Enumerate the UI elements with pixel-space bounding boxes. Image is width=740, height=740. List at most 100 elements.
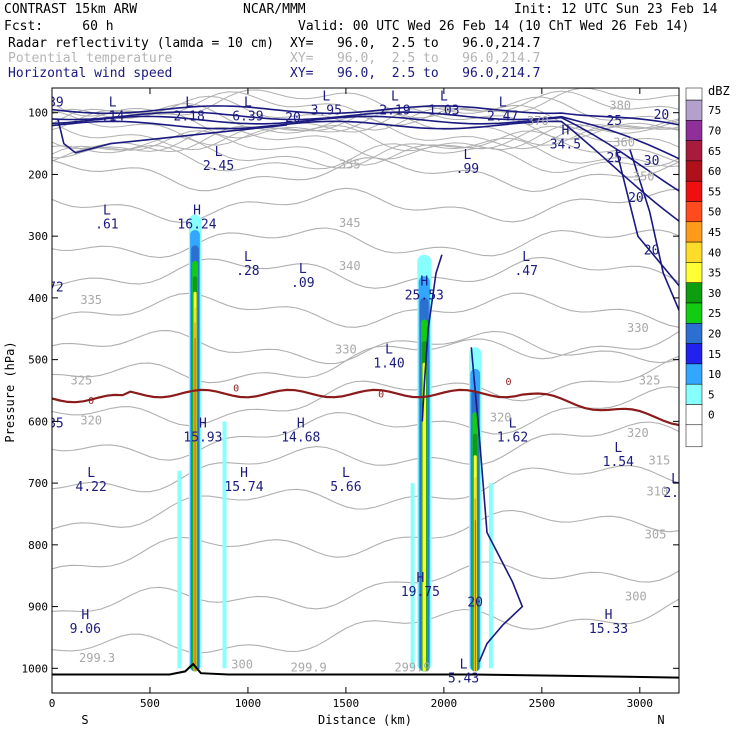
plot-area: L.14L2.18L6.39L3.95L2.19L1.03L2.47H34.5L… <box>48 88 679 693</box>
extremum-marker: L <box>614 441 622 456</box>
y-tick-label: 700 <box>28 477 48 490</box>
theta-contour-line <box>52 116 679 151</box>
colorbar-swatch <box>685 343 703 365</box>
extremum-marker: L <box>87 466 95 481</box>
zero-isotherm-label: 0 <box>233 383 239 394</box>
extremum-value: .28 <box>236 264 259 279</box>
wind-contour-label: 20 <box>644 244 660 259</box>
wind-contour-label: 20 <box>628 191 644 206</box>
extremum-value: 16.24 <box>177 218 216 233</box>
extremum-value: .14 <box>101 110 125 125</box>
extremum-value: 5.66 <box>330 480 361 495</box>
contour-labels: L.14L2.18L6.39L3.95L2.19L1.03L2.47H34.5L… <box>48 89 679 686</box>
extremum-value: 1.03 <box>428 103 459 118</box>
theta-contour-label: 350 <box>633 170 655 184</box>
extremum-value: 15.93 <box>183 431 222 446</box>
colorbar-label: 5 <box>708 388 715 401</box>
extremum-marker: L <box>342 466 350 481</box>
reflectivity-fringe <box>222 421 227 669</box>
extremum-value: 25.53 <box>405 289 444 304</box>
extremum-marker: L <box>522 250 530 265</box>
edge-label: 39 <box>48 96 64 111</box>
wind-contour-label: 25 <box>606 114 622 129</box>
wind-speed-contours <box>52 105 679 663</box>
reflectivity-columns <box>177 214 493 672</box>
end-label: N <box>657 713 664 727</box>
extremum-marker: L <box>463 148 471 163</box>
extremum-value: 14.68 <box>281 431 320 446</box>
extremum-value: 2.19 <box>379 103 410 118</box>
colorbar-swatch <box>685 363 703 385</box>
colorbar-label: 10 <box>708 368 721 381</box>
theta-contour-line <box>52 330 679 365</box>
colorbar-swatch <box>685 221 703 243</box>
theta-contour-label: 310 <box>647 484 669 498</box>
theta-contour-label: 340 <box>339 259 361 273</box>
colorbar-swatch <box>685 262 703 283</box>
y-tick-label: 500 <box>28 354 48 367</box>
x-tick-label: 1000 <box>235 697 262 710</box>
colorbar-label: 20 <box>708 327 721 340</box>
extremum-marker: L <box>460 657 468 672</box>
wind-contour-line <box>57 118 288 154</box>
colorbar-label: 75 <box>708 104 721 117</box>
extremum-marker: L <box>244 250 252 265</box>
extremum-marker: H <box>240 466 248 481</box>
theta-contour-label: 315 <box>649 454 671 468</box>
reflectivity-band <box>474 520 476 672</box>
theta-contour-label: 380 <box>609 99 631 113</box>
extremum-value: 34.5 <box>550 137 581 152</box>
extremum-marker: L <box>385 343 393 358</box>
y-axis-label: Pressure (hPa) <box>3 341 17 442</box>
colorbar-label: 15 <box>708 348 721 361</box>
extremum-marker: L <box>440 89 448 104</box>
extremum-value: 2.45 <box>203 159 234 174</box>
zero-isotherm-label: 0 <box>88 396 94 407</box>
wind-contour-label: 20 <box>285 111 301 126</box>
field-xy-wind: XY= 96.0, 2.5 to 96.0,214.7 <box>290 66 540 81</box>
theta-contour-label: 335 <box>80 293 102 307</box>
colorbar-label: 70 <box>708 124 721 137</box>
theta-contour-label: 299.9 <box>291 660 327 674</box>
theta-contour-label: 330 <box>627 321 649 335</box>
wind-contour-line <box>52 105 679 126</box>
theta-contour-label: 370 <box>527 114 549 128</box>
extremum-value: 19.75 <box>401 585 440 600</box>
theta-contour-label: 325 <box>71 373 93 387</box>
extremum-marker: H <box>199 417 207 432</box>
wind-contour-label: 20 <box>467 596 483 611</box>
theta-contours <box>52 88 679 654</box>
colorbar-swatch <box>685 99 703 121</box>
model-name: CONTRAST 15km ARW <box>4 2 137 17</box>
axes: 0 500 1000 1500 2000 2500 30001002003004005006… <box>22 88 679 710</box>
wind-contour-line <box>52 120 679 222</box>
colorbar-swatch <box>685 323 703 344</box>
colorbar-label: 60 <box>708 165 721 178</box>
wind-contour-label: 20 <box>654 108 670 123</box>
x-tick-label: 1500 <box>333 697 360 710</box>
colorbar-unit: dBZ <box>708 84 730 98</box>
terrain-line <box>52 662 679 679</box>
field-xy-theta: XY= 96.0, 2.5 to 96.0,214.7 <box>290 51 540 66</box>
theta-contour-line <box>52 130 679 166</box>
colorbar-label: 25 <box>708 307 721 320</box>
x-tick-label: 2500 <box>529 697 556 710</box>
colorbar-swatch <box>685 160 703 182</box>
theta-contour-label: 300 <box>231 657 253 671</box>
zero-isotherm-label: 0 <box>505 377 511 388</box>
theta-contour-line <box>52 88 679 119</box>
valid-time: Valid: 00 UTC Wed 26 Feb 14 (10 ChT Wed … <box>298 19 689 34</box>
extremum-marker: H <box>605 608 613 623</box>
colorbar-swatch <box>685 201 703 223</box>
extremum-value: 1.62 <box>497 431 528 446</box>
colorbar-swatch <box>685 140 703 162</box>
colorbar-label: 35 <box>708 267 721 280</box>
extremum-marker: H <box>193 204 201 219</box>
y-tick-label: 800 <box>28 539 48 552</box>
field-label-wind: Horizontal wind speed <box>8 66 172 81</box>
extremum-marker: L <box>103 204 111 219</box>
colorbar-label: 45 <box>708 226 721 239</box>
extremum-marker: H <box>416 571 424 586</box>
theta-contour-label: 320 <box>80 414 102 428</box>
